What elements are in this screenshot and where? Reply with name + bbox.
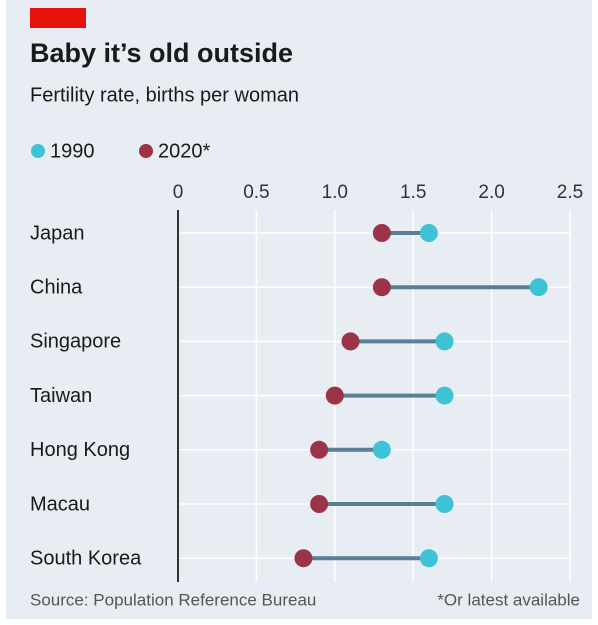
source: Source: Population Reference Bureau (30, 590, 316, 609)
dot (435, 332, 454, 351)
x-tick-label: 1.5 (400, 182, 426, 203)
category-label: China (30, 276, 83, 298)
x-tick-label: 2.5 (557, 182, 583, 203)
dot (325, 386, 344, 405)
x-tick-label: 1.0 (322, 182, 348, 203)
dot (435, 386, 454, 405)
brand-bar (30, 8, 86, 28)
dot (419, 549, 438, 568)
legend-marker (139, 144, 153, 158)
x-tick-label: 0.5 (243, 182, 269, 203)
legend-label: 2020* (158, 140, 210, 162)
dot (529, 278, 548, 297)
category-label: Japan (30, 222, 85, 244)
legend-marker (31, 144, 45, 158)
dot (294, 549, 313, 568)
background (6, 0, 592, 619)
dot (372, 440, 391, 459)
dot (372, 224, 391, 242)
note: *Or latest available (437, 590, 580, 609)
legend-label: 1990 (50, 140, 95, 162)
category-label: Hong Kong (30, 439, 130, 461)
dot (419, 224, 438, 242)
x-tick-label: 0 (173, 182, 184, 203)
category-label: Singapore (30, 331, 121, 353)
dot (310, 440, 329, 459)
x-tick-label: 2.0 (478, 182, 504, 203)
dot (372, 278, 391, 297)
dot (341, 332, 360, 351)
dot (310, 495, 329, 513)
dot (435, 495, 454, 513)
category-label: Taiwan (30, 385, 92, 407)
category-label: Macau (30, 493, 90, 515)
chart-title: Baby it’s old outside (30, 38, 293, 68)
chart-subtitle: Fertility rate, births per woman (30, 84, 299, 106)
category-label: South Korea (30, 547, 142, 569)
